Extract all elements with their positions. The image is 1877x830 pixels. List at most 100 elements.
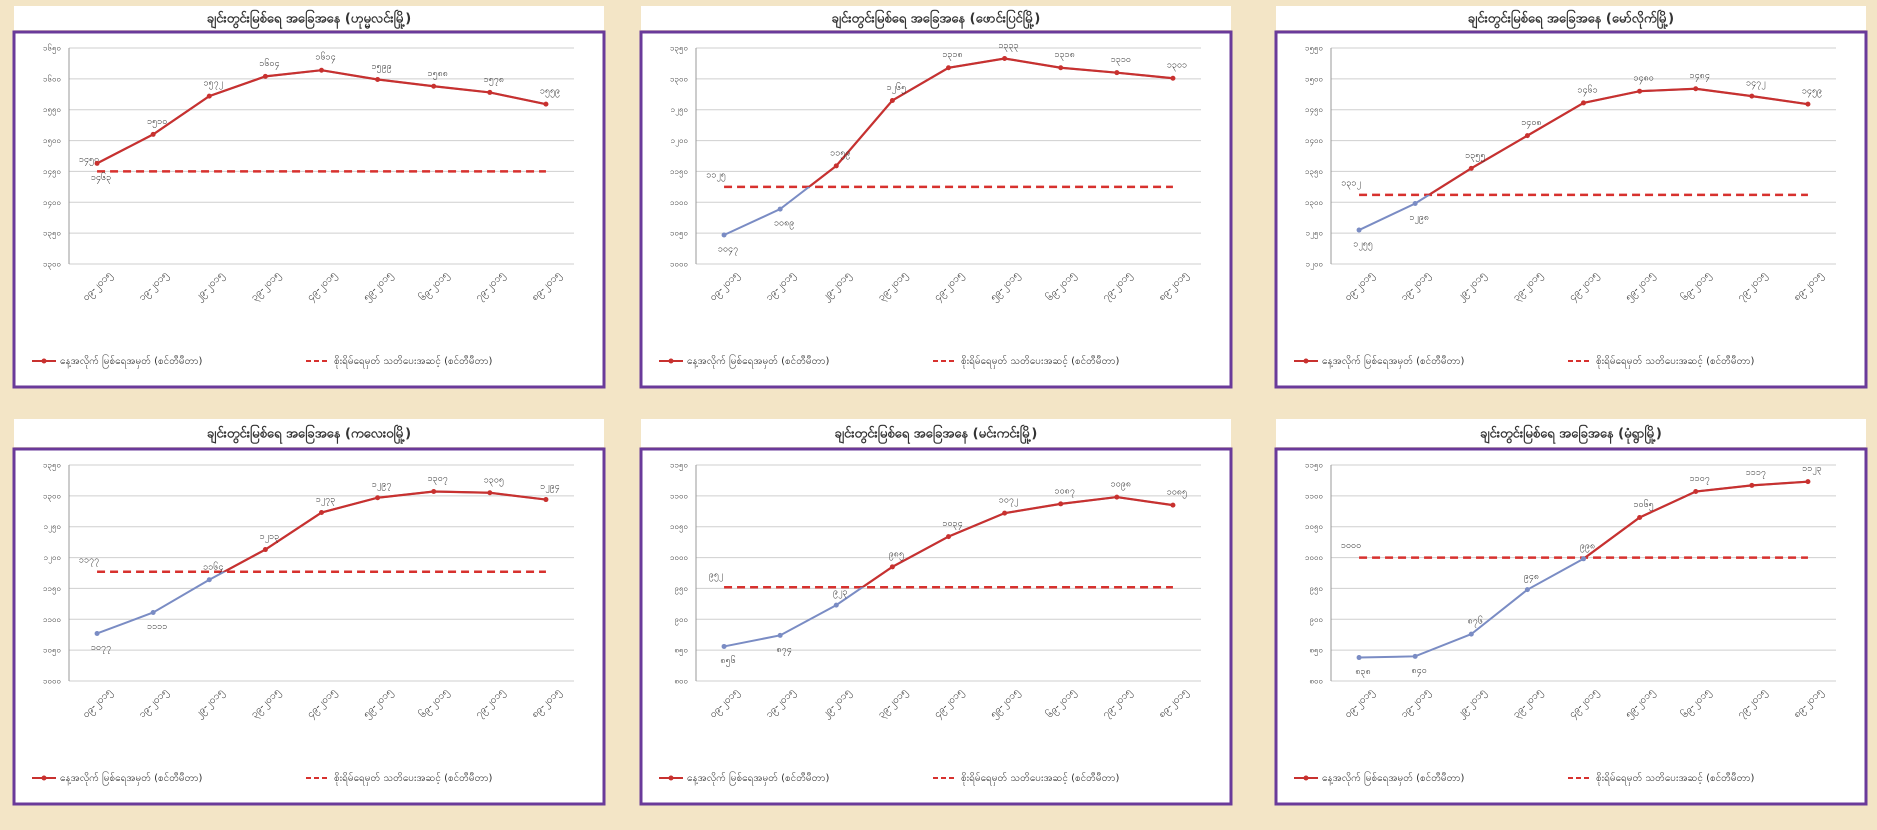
data-label: ၁၁၂၃: [1802, 464, 1822, 475]
data-label: ၈၇၄: [777, 645, 792, 656]
data-point: [1058, 501, 1064, 507]
legend-label: နေ့အလိုက် မြစ်ရေအမှတ် (စင်တီမီတာ): [687, 770, 829, 786]
legend-marker: [1303, 358, 1309, 364]
legend-label: နေ့အလိုက် မြစ်ရေအမှတ် (စင်တီမီတာ): [1322, 353, 1464, 369]
data-point: [375, 495, 381, 501]
data-point: [1749, 482, 1755, 488]
data-label: ၉၉၈: [1580, 541, 1595, 552]
data-point: [431, 489, 437, 495]
data-point: [1693, 489, 1699, 495]
data-label: ၁၀၆၅: [1633, 499, 1653, 511]
y-tick-label: ၉၀၀: [1310, 615, 1324, 626]
chart-panel: ချင်းတွင်းမြစ်ရေ အခြေအနေ (မင်းကင်းမြို့)…: [639, 419, 1233, 806]
data-point: [833, 602, 839, 608]
data-label: ၁၅၇၈: [484, 75, 504, 86]
data-label: ၁၄၆၁: [1577, 84, 1597, 96]
data-point: [206, 577, 212, 583]
data-label: ၁၅၅၉: [540, 87, 560, 98]
data-label: ၁၆၀၄: [259, 58, 279, 70]
y-tick-label: ၁၁၅၀: [670, 167, 688, 178]
y-tick-label: ၁၀၅၀: [1305, 522, 1323, 533]
legend-marker: [668, 775, 674, 781]
data-label: ၁၃၅၅: [1465, 151, 1485, 162]
data-label: ၁၀၈၇: [1055, 486, 1075, 497]
legend-label: နေ့အလိုက် မြစ်ရေအမှတ် (စင်တီမီတာ): [687, 353, 829, 369]
data-point: [1170, 502, 1176, 508]
data-point: [777, 206, 783, 212]
legend-marker: [668, 358, 674, 364]
data-point: [1524, 587, 1530, 593]
legend-label: နေ့အလိုက် မြစ်ရေအမှတ် (စင်တီမီတာ): [60, 353, 202, 369]
y-tick-label: ၁၆၀၀: [43, 73, 61, 83]
data-point: [1805, 101, 1811, 107]
data-label: ၁၀၈၉: [774, 219, 794, 230]
data-point: [1412, 201, 1418, 207]
data-label: ၈၃၈: [1355, 667, 1370, 678]
y-tick-label: ၁၀၀၀: [670, 260, 688, 269]
chart-title: ချင်းတွင်းမြစ်ရေ အခြေအနေ (မုံရွာမြို့): [1480, 424, 1662, 445]
title-strip: [1276, 419, 1866, 447]
data-label: ၁၁၆၄: [203, 561, 223, 573]
danger-label: ၁၄၅၀: [79, 155, 99, 166]
y-tick-label: ၁၁၀၀: [1305, 491, 1323, 500]
y-tick-label: ၁၃၅၀: [43, 461, 61, 472]
data-point: [946, 534, 951, 540]
data-point: [721, 232, 727, 238]
data-label: ၉၂၃: [833, 588, 848, 599]
y-tick-label: ၁၂၀၀: [1306, 260, 1323, 271]
legend-label: စိုးရိမ်ရေမှတ် သတိပေးအဆင့် (စင်တီမီတာ): [961, 771, 1119, 786]
chart-title: ချင်းတွင်းမြစ်ရေ အခြေအနေ (မင်းကင်းမြို့): [835, 424, 1038, 445]
data-label: ၁၃၃၃: [998, 41, 1018, 52]
chart-title: ချင်းတွင်းမြစ်ရေ အခြေအနေ (ကလေးဝမြို့): [207, 424, 411, 445]
y-tick-label: ၁၃၅၀: [670, 44, 688, 55]
legend-label: နေ့အလိုက် မြစ်ရေအမှတ် (စင်တီမီတာ): [1322, 770, 1464, 786]
data-label: ၁၃၀၇: [428, 474, 448, 485]
danger-label: ၉၅၂: [709, 571, 724, 582]
data-label: ၁၀၇၇: [91, 643, 111, 654]
y-tick-label: ၁၁၅၀: [43, 584, 61, 595]
data-label: ၁၃၁၈: [1055, 50, 1075, 61]
legend-label: စိုးရိမ်ရေမှတ် သတိပေးအဆင့် (စင်တီမီတာ): [1596, 354, 1754, 369]
danger-label: ၁၁၂၅: [706, 170, 726, 181]
data-label: ၁၂၅၅: [1353, 240, 1373, 251]
y-tick-label: ၁၂၅၀: [1306, 229, 1323, 240]
danger-label: ၁၀၀၀: [1341, 541, 1361, 551]
legend-label: စိုးရိမ်ရေမှတ် သတိပေးအဆင့် (စင်တီမီတာ): [334, 771, 492, 786]
data-point: [1693, 86, 1699, 92]
data-point: [1524, 133, 1530, 139]
data-point: [1637, 88, 1643, 94]
data-label: ၈၅၆: [720, 655, 735, 667]
legend-marker: [41, 775, 47, 781]
data-label: ၁၀၄၇: [718, 244, 738, 255]
data-point: [721, 643, 727, 649]
y-tick-label: ၉၅၀: [1310, 584, 1324, 595]
data-point: [1468, 631, 1474, 637]
data-label: ၉၈၅: [889, 549, 904, 560]
y-tick-label: ၁၃၅၀: [1305, 167, 1323, 178]
data-label: ၁၄၈၄: [1690, 71, 1710, 82]
data-label: ၁၄၈၀: [1633, 74, 1653, 85]
data-label: ၁၅၇၂: [203, 79, 223, 90]
y-tick-label: ၁၅၅၀: [43, 105, 61, 116]
data-point: [1058, 65, 1064, 71]
y-tick-label: ၁၂၀၀: [671, 136, 688, 147]
data-label: ၁၄၆၃: [91, 172, 111, 184]
title-strip: [641, 419, 1231, 447]
chart-panel: ချင်းတွင်းမြစ်ရေ အခြေအနေ (မုံရွာမြို့) ၈၀…: [1274, 419, 1868, 806]
danger-label: ၁၃၁၂: [1341, 178, 1361, 189]
y-tick-label: ၁၃၀၀: [670, 74, 688, 85]
y-tick-label: ၁၀၀၀: [43, 677, 61, 686]
y-tick-label: ၁၄၅၀: [1305, 105, 1323, 116]
data-label: ၁၂၉၄: [540, 482, 560, 493]
data-point: [833, 163, 839, 169]
y-tick-label: ၁၂၀၀: [44, 553, 61, 564]
data-point: [1581, 556, 1586, 562]
data-point: [1805, 479, 1811, 485]
y-tick-label: ၁၀၅၀: [670, 229, 688, 240]
y-tick-label: ၈၅၀: [674, 646, 688, 657]
y-tick-label: ၉၅၀: [675, 584, 689, 595]
y-tick-label: ၁၅၅၀: [1305, 44, 1323, 55]
y-tick-label: ၁၀၅၀: [670, 522, 688, 533]
data-label: ၁၄၅၉: [1802, 87, 1822, 98]
